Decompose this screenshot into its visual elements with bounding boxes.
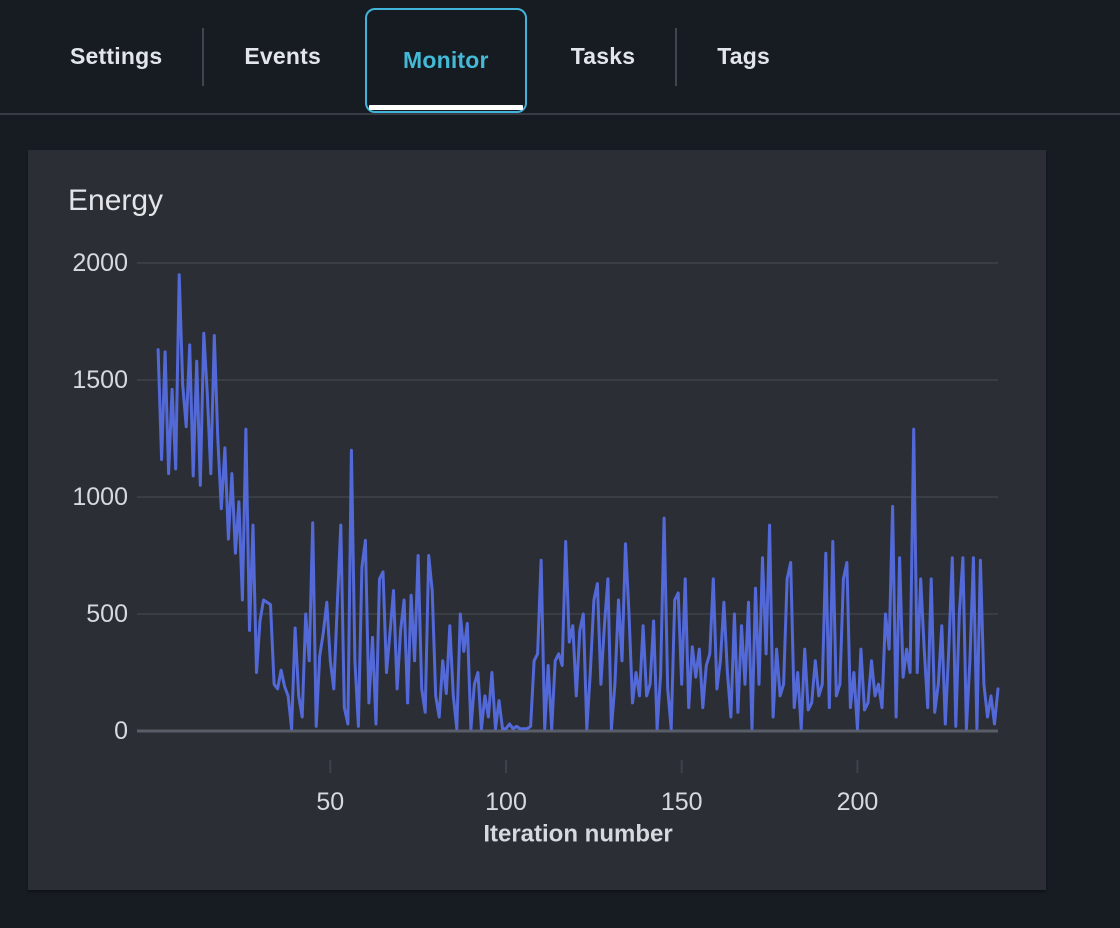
chart-title: Energy <box>68 184 164 217</box>
x-tick-label: 150 <box>661 788 703 816</box>
tab-tags[interactable]: Tags <box>717 43 770 69</box>
x-tick-label: 200 <box>837 788 879 816</box>
energy-line-chart[interactable]: 0 500 1000 1500 2000 50 100 150 200 Iteration num… <box>28 150 1046 890</box>
tab-tasks[interactable]: Tasks <box>570 43 636 69</box>
x-tick-label: 100 <box>485 788 527 816</box>
energy-series-line <box>156 273 1000 731</box>
tab-monitor-focus-ring: Monitor <box>364 8 527 113</box>
y-tick-label: 2000 <box>72 249 128 277</box>
tab-monitor[interactable]: Monitor <box>402 47 489 73</box>
tab-separator <box>202 27 205 86</box>
x-tick-label: 50 <box>316 788 344 816</box>
tab-bar: Settings Events Monitor Tasks Tags <box>0 0 1120 113</box>
y-tick-label: 1500 <box>72 366 128 394</box>
energy-chart-panel: Energy 0 500 1000 1500 2000 50 100 150 200 Iterat… <box>28 150 1046 890</box>
y-tick-label: 0 <box>114 717 128 745</box>
tab-separator <box>675 27 678 86</box>
tab-settings[interactable]: Settings <box>70 43 163 69</box>
tab-events[interactable]: Events <box>244 43 321 69</box>
active-tab-indicator <box>368 105 523 110</box>
y-tick-label: 500 <box>86 600 128 628</box>
tabbar-divider <box>0 113 1120 115</box>
x-axis-title: Iteration number <box>483 821 672 848</box>
y-tick-label: 1000 <box>72 483 128 511</box>
